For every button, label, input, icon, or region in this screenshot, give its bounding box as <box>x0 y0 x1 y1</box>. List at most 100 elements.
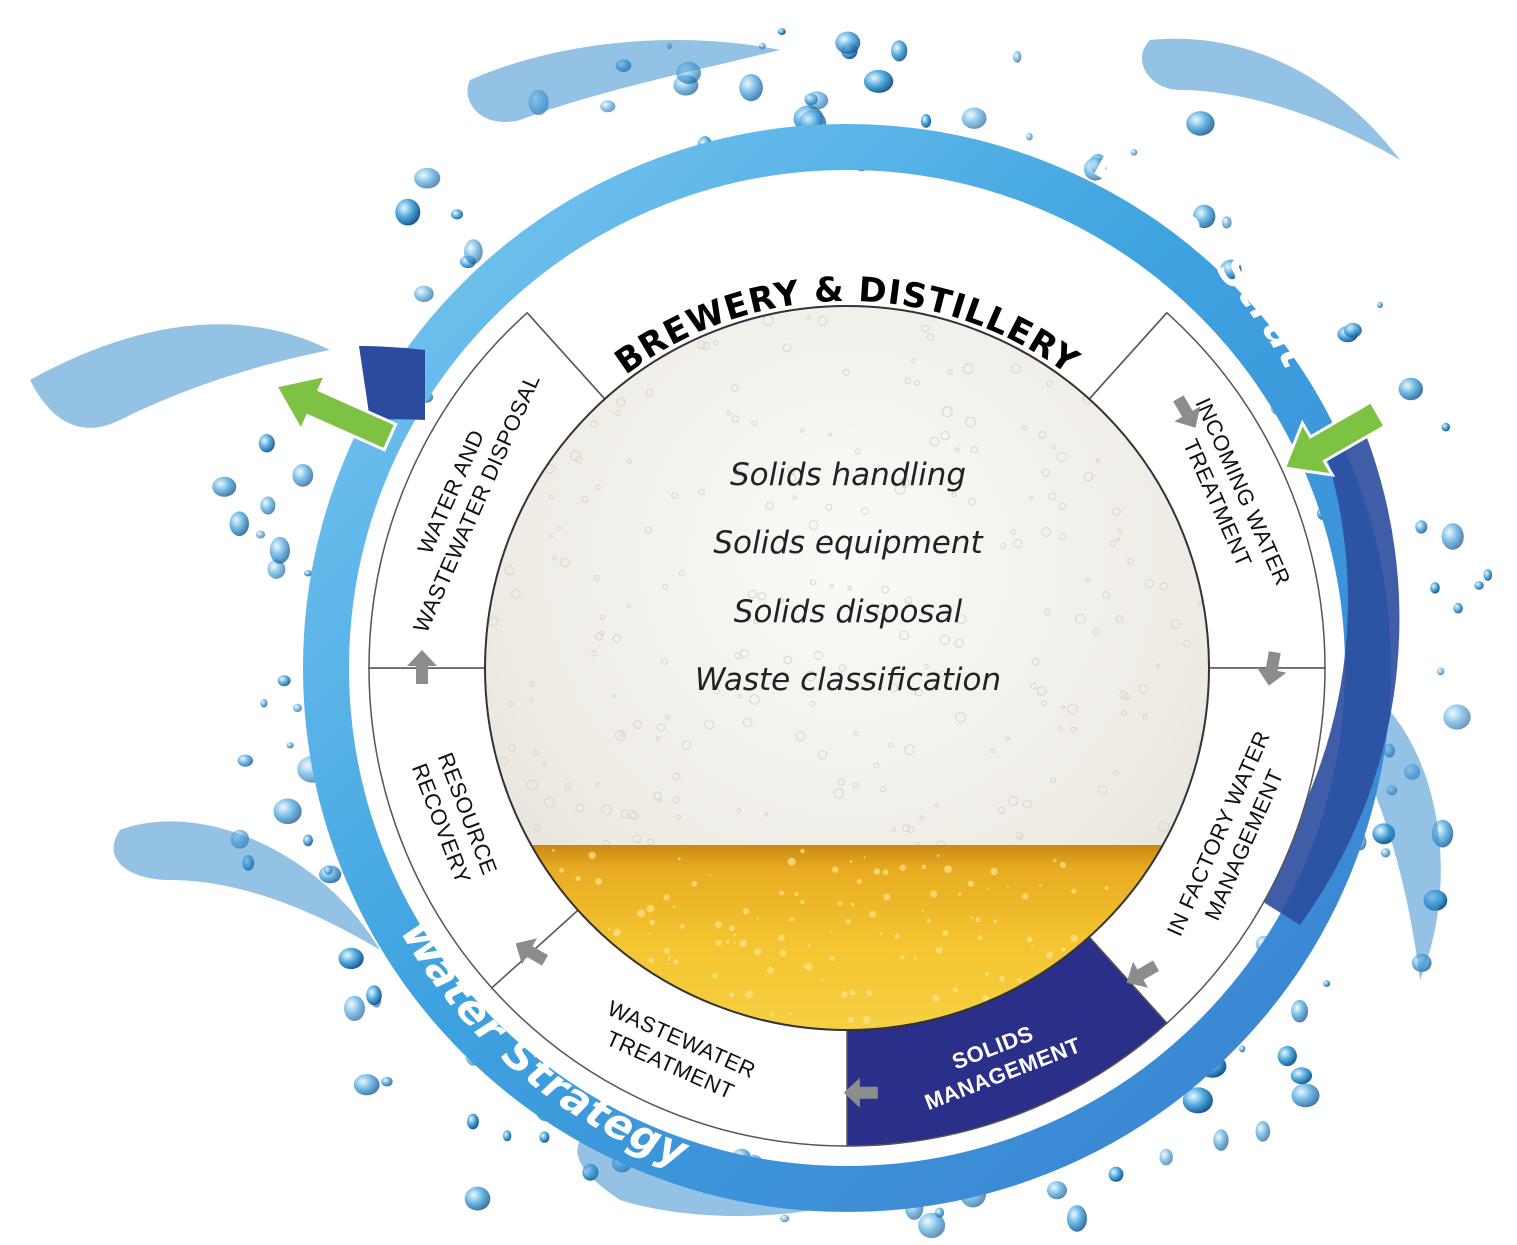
grey-flow-arrow-icon <box>843 1077 878 1108</box>
grey-flow-arrow-icon <box>1256 651 1287 686</box>
water-drop-icon <box>414 285 434 302</box>
water-drop-icon <box>395 198 421 226</box>
water-drop-icon <box>269 536 290 564</box>
water-drop-icon <box>1343 322 1362 338</box>
water-drop-icon <box>273 798 302 825</box>
water-drop-icon <box>353 1074 380 1096</box>
water-drop-icon <box>920 114 932 128</box>
water-drop-icon <box>303 834 313 847</box>
water-drop-icon <box>229 511 249 536</box>
water-drop-icon <box>338 947 364 970</box>
water-drop-icon <box>1255 1120 1271 1142</box>
water-drop-icon <box>600 100 616 113</box>
water-splash-icon <box>577 1140 880 1217</box>
water-splash-icon <box>1141 38 1400 160</box>
water-drop-icon <box>467 1113 479 1130</box>
water-drop-icon <box>918 1212 946 1239</box>
water-drop-icon <box>292 703 303 713</box>
water-drop-icon <box>267 559 286 579</box>
segment-incoming: INCOMING WATERTREATMENT <box>1088 311 1326 669</box>
water-drop-icon <box>1441 422 1451 432</box>
ring-dark-band-left <box>359 346 425 420</box>
water-drop-icon <box>1067 1205 1087 1232</box>
grey-flow-arrow-icon <box>407 650 437 684</box>
water-drop-icon <box>258 434 275 453</box>
water-drop-icon <box>1398 377 1424 401</box>
ring-dark-band-right <box>1252 420 1400 925</box>
grey-flow-arrow-icon <box>1173 395 1201 428</box>
segment-solids: SOLIDSMANAGEMENT <box>846 935 1168 1147</box>
water-drop-icon <box>1380 848 1391 858</box>
water-drop-icon <box>777 28 786 35</box>
water-drop-icon <box>1290 1067 1313 1085</box>
water-drop-icon <box>1430 582 1440 594</box>
green-inflow-arrow-icon <box>1282 399 1388 477</box>
water-splash-icon <box>113 821 380 950</box>
water-drop-icon <box>1213 1129 1229 1151</box>
segment-divider <box>526 312 606 400</box>
water-drop-icon <box>260 496 276 515</box>
water-splash-icon <box>467 40 780 122</box>
water-drop-icon <box>1415 520 1428 534</box>
center-topic: Solids handling <box>730 457 966 493</box>
segment-in-factory: IN FACTORY WATERMANAGEMENT <box>1088 667 1326 1025</box>
water-drop-icon <box>324 865 333 875</box>
grey-flow-arrow-icon <box>515 938 549 966</box>
water-drop-icon <box>366 985 382 1006</box>
water-drop-icon <box>539 1131 550 1143</box>
center-topic: Solids disposal <box>734 594 963 630</box>
water-drop-icon <box>237 754 254 767</box>
water-drop-icon <box>255 530 266 539</box>
water-drop-icon <box>1441 523 1464 550</box>
water-drop-icon <box>451 209 463 220</box>
center-topics-list: Solids handling Solids equipment Solids … <box>695 457 1001 698</box>
water-drop-icon <box>1277 1045 1297 1067</box>
grey-flow-arrow-icon <box>1126 960 1160 988</box>
water-drop-icon <box>286 742 294 749</box>
water-drop-icon <box>1108 1166 1124 1182</box>
water-drop-icon <box>1291 1083 1320 1108</box>
water-drop-icon <box>1083 157 1107 181</box>
water-drop-icon <box>1474 581 1484 590</box>
water-drop-icon <box>739 74 763 102</box>
water-drop-icon <box>344 995 365 1021</box>
water-drop-icon <box>1291 999 1308 1023</box>
water-drop-icon <box>1453 602 1463 614</box>
segment-divider <box>1088 312 1168 400</box>
water-drop-icon <box>1323 980 1331 987</box>
center-topic: Waste classification <box>695 662 1001 698</box>
water-drop-icon <box>502 1130 512 1142</box>
water-drop-icon <box>1239 1045 1246 1053</box>
water-drop-icon <box>414 167 441 189</box>
water-drop-icon <box>1182 1087 1213 1114</box>
water-drop-icon <box>277 675 291 687</box>
water-drop-icon <box>804 93 818 106</box>
water-drop-icon <box>1026 132 1033 141</box>
water-drop-icon <box>464 239 483 264</box>
water-drop-icon <box>464 1186 491 1211</box>
segment-wastewater: WASTEWATERTREATMENT <box>490 909 848 1147</box>
water-drop-icon <box>1193 204 1216 229</box>
center-topic: Solids equipment <box>713 525 984 561</box>
water-drop-icon <box>1013 50 1022 63</box>
water-drop-icon <box>1047 1181 1067 1200</box>
flow-arrows <box>407 395 1287 1108</box>
water-splash-icon <box>30 324 330 428</box>
water-drop-icon <box>212 476 237 497</box>
water-drop-icon <box>780 1214 790 1223</box>
water-drop-icon <box>303 570 313 577</box>
water-drop-icon <box>961 107 987 129</box>
water-drop-icon <box>260 698 268 708</box>
water-drop-icon <box>1377 301 1383 308</box>
center-outline <box>484 305 1210 1031</box>
water-drop-icon <box>381 1076 393 1087</box>
water-drop-icon <box>891 40 908 62</box>
water-drop-icon <box>292 463 314 487</box>
water-drop-icon <box>1483 569 1493 581</box>
water-drop-icon <box>835 31 861 54</box>
water-drop-icon <box>1436 667 1445 676</box>
water-drop-icon <box>1130 149 1138 156</box>
water-drop-icon <box>1443 704 1471 730</box>
